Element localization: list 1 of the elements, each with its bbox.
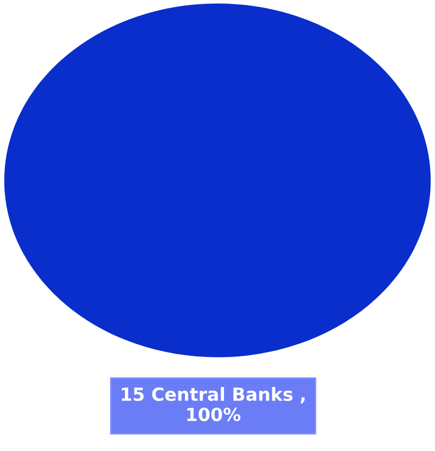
slice-label: 15 Central Banks , 100%	[122, 387, 305, 422]
